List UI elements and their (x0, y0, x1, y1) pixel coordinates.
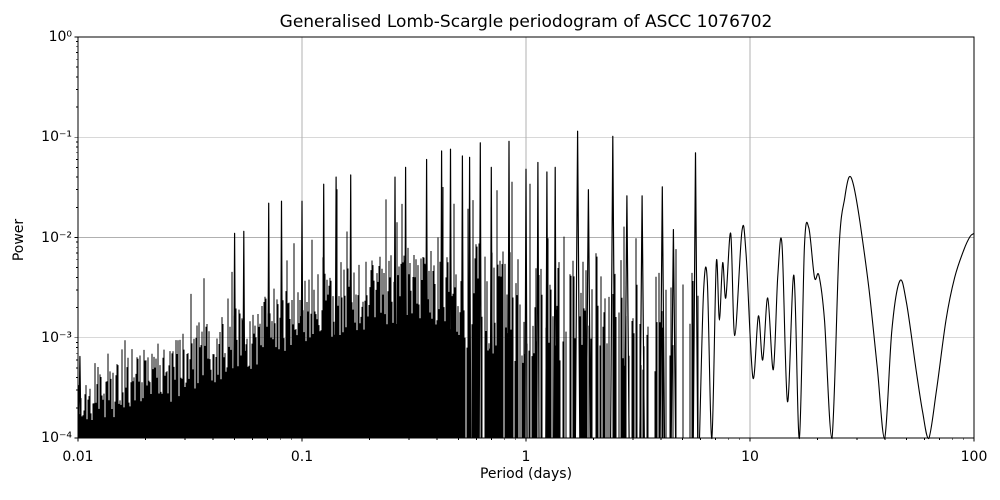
x-tick-label-0.1: 0.1 (290, 449, 314, 465)
x-tick-label-10: 10 (741, 449, 759, 465)
periodogram-major-peaks (78, 130, 699, 439)
y-tick-label-0.1: 10⁻¹ (41, 129, 72, 146)
x-tick-label-100: 100 (960, 449, 988, 465)
x-tick-label-0.01: 0.01 (62, 449, 94, 465)
y-tick-label-1: 10⁰ (48, 29, 72, 45)
x-axis-label: Period (days) (479, 466, 573, 482)
chart-title: Generalised Lomb-Scargle periodogram of … (279, 12, 773, 32)
y-tick-label-0.01: 10⁻² (41, 229, 72, 246)
axis-tick-marks (74, 36, 975, 442)
periodogram-smooth-tail (698, 175, 975, 440)
y-tick-label-0.0001: 10⁻⁴ (41, 430, 72, 446)
y-tick-label-0.001: 10⁻³ (41, 329, 72, 346)
x-tick-label-1: 1 (521, 449, 531, 465)
